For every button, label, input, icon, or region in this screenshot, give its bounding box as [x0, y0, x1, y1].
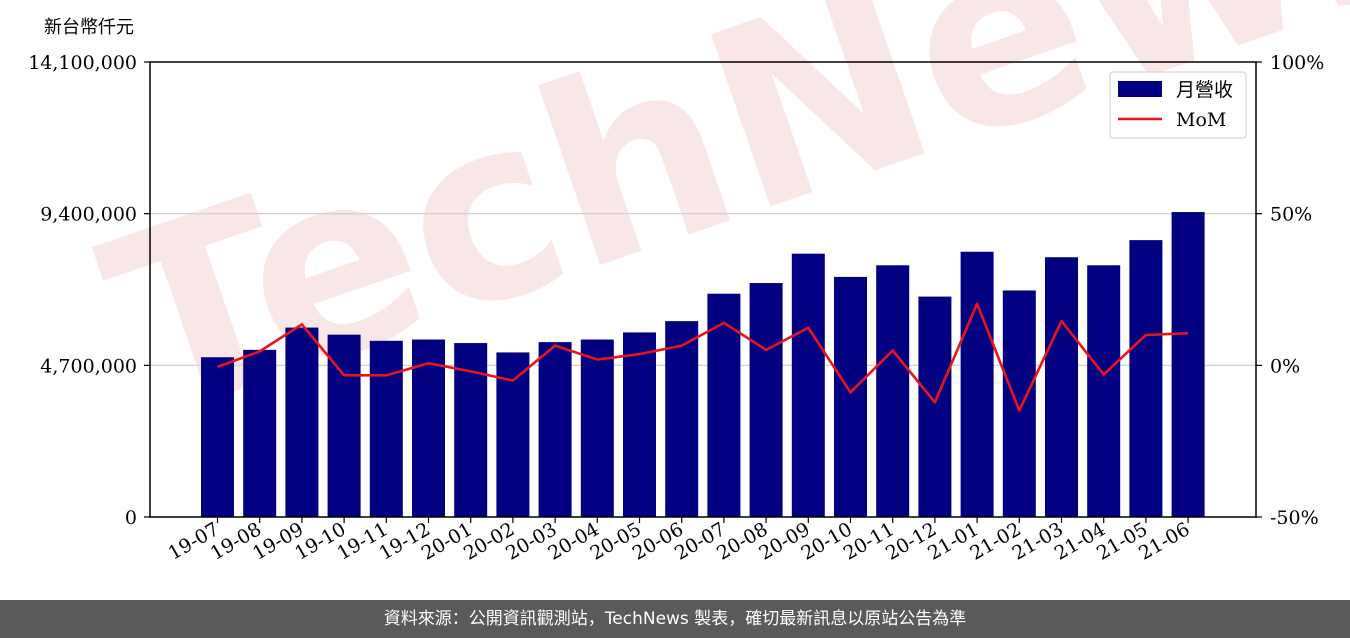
- revenue-bar: [1045, 257, 1078, 517]
- y-left-tick-label: 0: [125, 507, 137, 529]
- legend-label-revenue: 月營收: [1176, 79, 1233, 101]
- mom-line-series: [217, 302, 1189, 412]
- y-right-tick-label: 50%: [1270, 204, 1312, 226]
- legend-label-mom: MoM: [1176, 109, 1226, 131]
- revenue-bar: [369, 340, 403, 517]
- revenue-bar: [1087, 265, 1121, 517]
- revenue-bar: [876, 265, 910, 517]
- mom-line: [217, 302, 1189, 412]
- revenue-bar: [707, 293, 741, 517]
- revenue-bar: [749, 283, 783, 517]
- bar-series: [201, 212, 1205, 517]
- revenue-bar: [412, 339, 445, 517]
- revenue-bar: [791, 253, 825, 517]
- revenue-bar: [1129, 240, 1163, 517]
- revenue-bar: [1171, 212, 1205, 517]
- x-axis: 19-0719-0819-0919-1019-1119-1220-0120-02…: [165, 517, 1194, 565]
- y-right-tick-label: -50%: [1270, 507, 1319, 529]
- revenue-bar: [285, 327, 319, 517]
- y-left-tick-label: 9,400,000: [40, 204, 137, 226]
- revenue-bar: [834, 276, 867, 517]
- y-right-tick-label: 0%: [1270, 355, 1300, 377]
- y-axis-left: 0 4,700,000 9,400,000 14,100,000: [28, 52, 150, 529]
- revenue-bar: [1002, 290, 1036, 517]
- y-left-tick-label: 14,100,000: [28, 52, 137, 74]
- revenue-bar: [665, 321, 699, 517]
- y-right-tick-label: 100%: [1270, 52, 1324, 74]
- source-footer: 資料來源：公開資訊觀測站，TechNews 製表，確切最新訊息以原站公告為準: [0, 600, 1350, 638]
- revenue-bar: [538, 342, 572, 517]
- revenue-bar: [580, 339, 614, 517]
- revenue-bar: [243, 349, 277, 517]
- revenue-chart: TechNews 新台幣仟元 04,700,0009,400,00014,100…: [28, 0, 1350, 565]
- y-axis-unit-label: 新台幣仟元: [44, 17, 134, 38]
- revenue-bar: [327, 334, 361, 517]
- revenue-bar: [960, 251, 994, 517]
- y-axis-right: -50% 0% 50% 100%: [1256, 52, 1324, 529]
- legend: 月營收 MoM: [1109, 71, 1247, 139]
- revenue-bar: [918, 296, 952, 517]
- plot-frame: [149, 61, 1257, 518]
- y-left-tick-label: 4,700,000: [40, 355, 137, 377]
- source-note: 資料來源：公開資訊觀測站，TechNews 製表，確切最新訊息以原站公告為準: [383, 609, 967, 629]
- revenue-bar: [623, 332, 656, 517]
- revenue-bar: [201, 357, 234, 517]
- legend-bar-swatch: [1118, 81, 1162, 97]
